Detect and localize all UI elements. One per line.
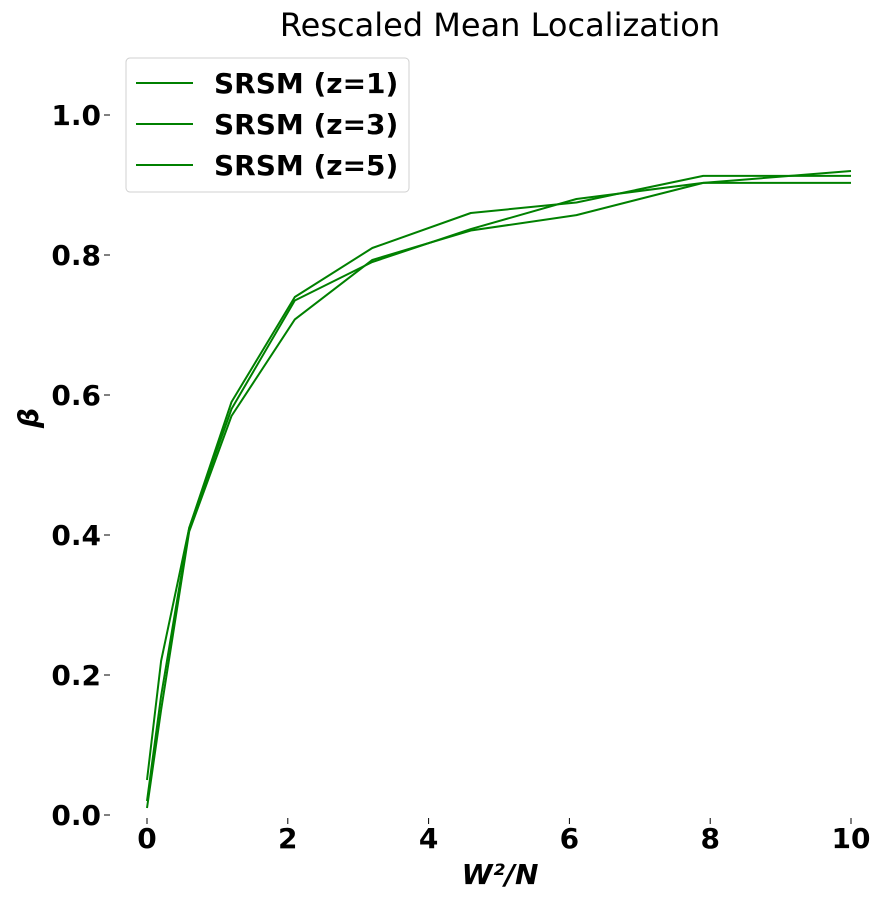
- x-tick-label: 8: [700, 822, 719, 855]
- y-axis-label: β: [12, 408, 45, 429]
- chart-title: Rescaled Mean Localization: [280, 6, 720, 44]
- x-axis-label: W²/N: [462, 858, 539, 891]
- y-axis: 0.0 0.2 0.4 0.6 0.8 1.0: [51, 99, 110, 832]
- series-line-2: [146, 170, 852, 802]
- legend-label-1: SRSM (z=1): [214, 67, 398, 100]
- x-tick-label: 4: [419, 822, 438, 855]
- y-tick-label: 0.8: [51, 239, 101, 272]
- x-tick-label: 10: [832, 822, 871, 855]
- series-line-1: [146, 174, 851, 781]
- y-tick-label: 1.0: [51, 99, 101, 132]
- y-tick-label: 0.2: [51, 659, 101, 692]
- y-tick-label: 0.4: [51, 519, 101, 552]
- y-tick-label: 0.0: [51, 799, 101, 832]
- x-tick-label: 6: [560, 822, 579, 855]
- x-axis: 0 2 4 6 8 10: [137, 818, 870, 855]
- legend: SRSM (z=1) SRSM (z=3) SRSM (z=5): [125, 57, 410, 193]
- x-tick-label: 2: [278, 822, 297, 855]
- legend-box: [125, 57, 410, 193]
- legend-label-3: SRSM (z=5): [214, 149, 398, 182]
- x-tick-label: 0: [137, 822, 156, 855]
- legend-label-2: SRSM (z=3): [214, 108, 398, 141]
- series-layer: [146, 170, 852, 809]
- y-tick-label: 0.6: [51, 379, 101, 412]
- series-line-3: [146, 181, 851, 809]
